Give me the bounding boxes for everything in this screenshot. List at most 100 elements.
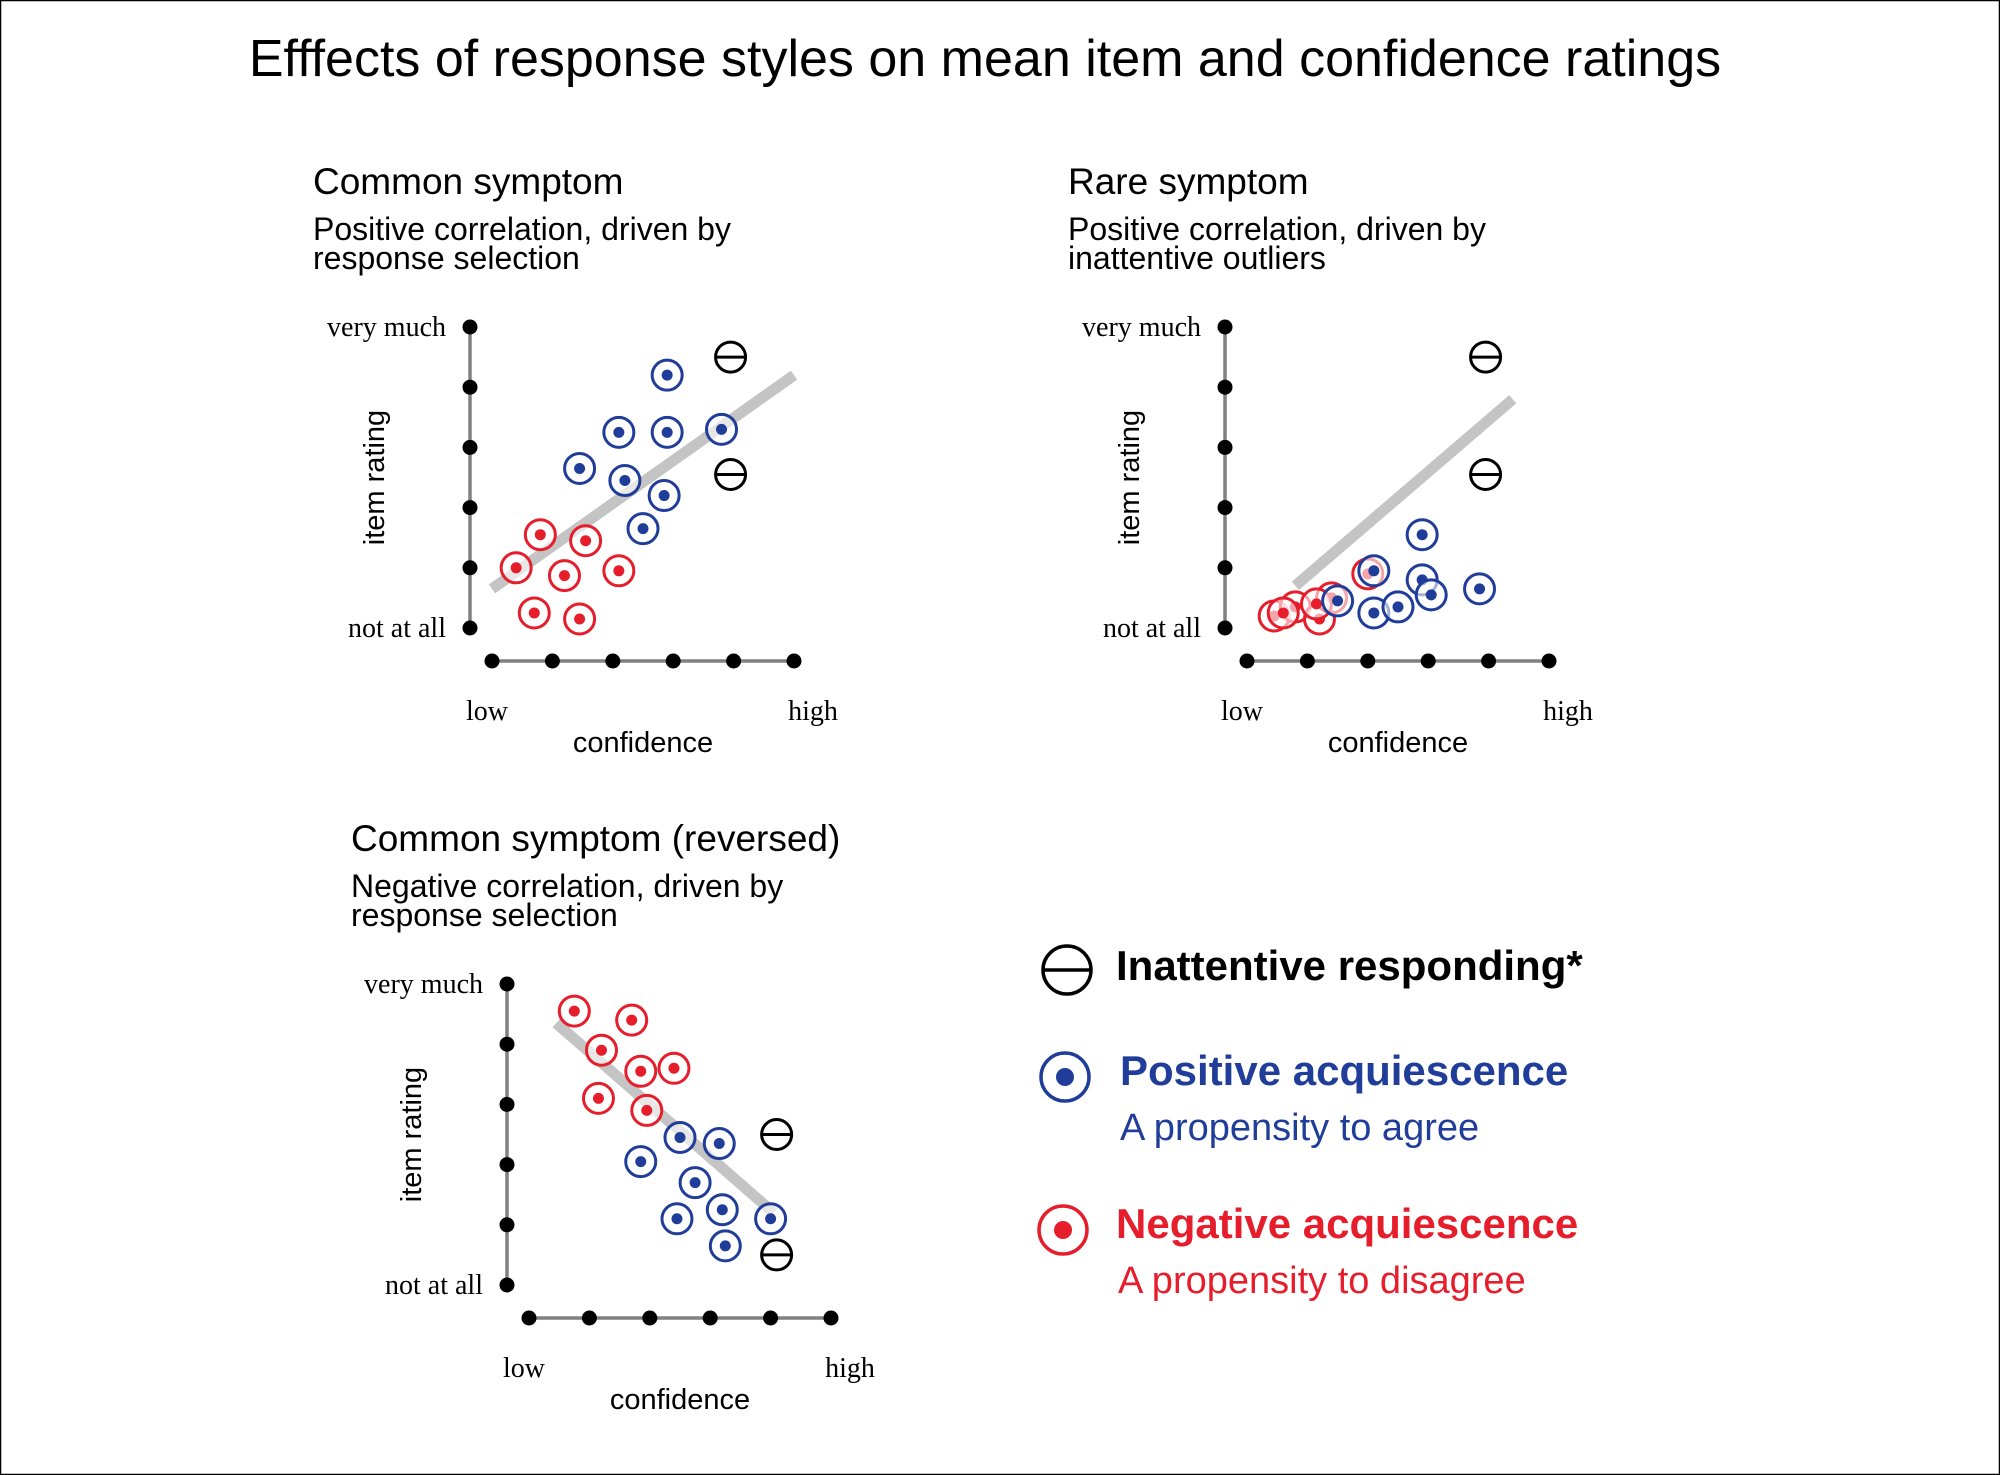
negative-point-dot [1277,607,1289,619]
legend-inattentive-icon [1041,944,1093,996]
trend-line [488,370,798,594]
positive-point-dot [661,426,673,438]
x-axis-tick-dot [726,653,742,669]
negative-point-dot [534,529,546,541]
positive-point-dot [713,1138,725,1150]
negative-point [584,1033,618,1067]
y-axis-tick-dot [462,620,478,636]
legend-negative-icon [1037,1204,1089,1256]
y-axis-tick-dot [499,976,515,992]
scatter-plot-common-symptom: very much not at all low high confidence item… [327,312,838,759]
y-axis-tick-dot [462,560,478,576]
x-axis-tick-dot [702,1310,718,1326]
positive-point-dot [716,423,728,435]
negative-point [563,602,597,636]
x-axis-tick-dot [1541,653,1557,669]
positive-point-dot [716,1204,728,1216]
x-axis-tick-dot [786,653,802,669]
positive-point [624,1145,658,1179]
positive-point [647,479,681,513]
y-label-low: not at all [1103,613,1201,644]
x-axis-tick-dot [1420,653,1436,669]
y-axis-tick-dot [1217,439,1233,455]
negative-point [499,551,533,585]
negative-point-dot [635,1065,647,1077]
panel-3-header: Common symptom (reversed) Negative corre… [351,818,840,933]
positive-point [1321,584,1355,618]
trend-line [1291,395,1517,591]
x-axis-tick-dot [1481,653,1497,669]
negative-point-dot [580,535,592,547]
y-label-low: not at all [385,1270,483,1301]
y-axis-title: item rating [396,1067,428,1202]
panel-2-header: Rare symptom Positive correlation, drive… [1068,161,1486,276]
positive-point-dot [1368,607,1380,619]
negative-point [657,1051,691,1085]
positive-point [1357,596,1391,630]
y-axis-tick-dot [1217,560,1233,576]
panel-3-subtitle-line2: response selection [351,897,618,933]
positive-point [702,1127,736,1161]
x-axis-tick-dot [1299,653,1315,669]
y-axis-title: item rating [359,410,391,545]
positive-point [705,412,739,446]
legend-positive-label: Positive acquiescence [1120,1047,1568,1094]
x-axis-tick-dot [544,653,560,669]
positive-point-dot [765,1213,777,1225]
positive-point-dot [574,462,586,474]
y-axis-tick-dot [1217,319,1233,335]
positive-point [705,1193,739,1227]
negative-point [569,524,603,558]
negative-point-dot [558,570,570,582]
negative-point [615,1003,649,1037]
negative-point [624,1054,658,1088]
negative-point-dot [510,562,522,574]
inattentive-point [760,1238,794,1272]
negative-point [547,559,581,593]
scatter-plot-common-symptom-reversed: very much not at all low high confidence item… [364,969,875,1416]
panel-2-title: Rare symptom [1068,161,1309,202]
panel-2-subtitle-line2: inattentive outliers [1068,240,1326,276]
positive-point [626,512,660,546]
inattentive-point [1469,457,1503,491]
y-axis-tick-dot [1217,500,1233,516]
positive-point-dot [619,475,631,487]
negative-point [557,994,591,1028]
negative-point [630,1093,664,1127]
y-axis-tick-dot [462,439,478,455]
x-axis-title: confidence [610,1384,750,1416]
panel-3-subtitle-line1: Negative correlation, driven by [351,868,783,904]
positive-point-dot [635,1156,647,1168]
negative-point-dot [641,1104,653,1116]
negative-point [602,554,636,588]
negative-point [1266,596,1300,630]
x-axis-tick-dot [823,1310,839,1326]
y-axis-tick-dot [1217,379,1233,395]
y-axis-tick-dot [462,379,478,395]
x-axis-title: confidence [1328,727,1468,759]
figure-title: Efffects of response styles on mean item… [249,30,1721,88]
y-axis-tick-dot [499,1217,515,1233]
negative-point-dot [595,1044,607,1056]
y-axis-tick-dot [499,1036,515,1052]
x-label-low: low [503,1353,546,1384]
inattentive-point [1469,340,1503,374]
positive-point-dot [689,1177,701,1189]
positive-point-dot [1392,601,1404,613]
positive-point [754,1202,788,1236]
y-label-high: very much [327,312,446,343]
y-axis-tick-dot [462,319,478,335]
negative-point-dot [668,1062,680,1074]
x-label-low: low [466,696,509,727]
positive-point-dot [1474,583,1486,595]
positive-point-dot [658,490,670,502]
y-label-low: not at all [348,613,446,644]
positive-point-dot [1368,565,1380,577]
panel-1-subtitle-line2: response selection [313,240,580,276]
positive-point-dot [661,369,673,381]
positive-point [650,358,684,392]
y-axis-tick-dot [462,500,478,516]
positive-point-dot [1416,529,1428,541]
panel-3-title: Common symptom (reversed) [351,818,840,859]
